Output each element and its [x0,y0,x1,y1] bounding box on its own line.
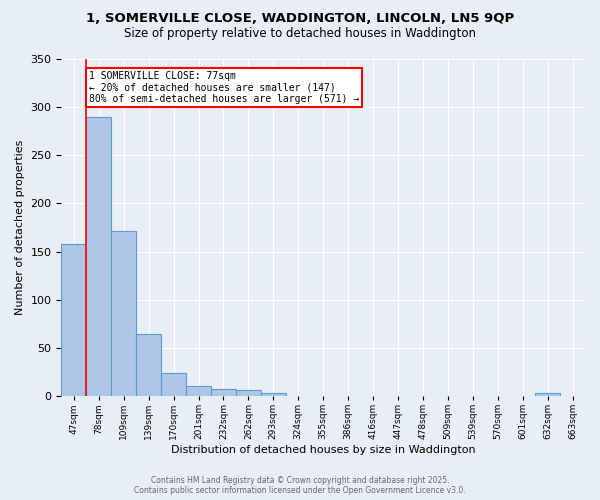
Bar [261,393,286,396]
Text: 1, SOMERVILLE CLOSE, WADDINGTON, LINCOLN, LN5 9QP: 1, SOMERVILLE CLOSE, WADDINGTON, LINCOLN… [86,12,514,26]
Text: Size of property relative to detached houses in Waddington: Size of property relative to detached ho… [124,28,476,40]
Text: 1 SOMERVILLE CLOSE: 77sqm
← 20% of detached houses are smaller (147)
80% of semi: 1 SOMERVILLE CLOSE: 77sqm ← 20% of detac… [89,70,359,104]
Bar [86,117,111,396]
Bar [236,390,261,396]
Text: Contains HM Land Registry data © Crown copyright and database right 2025.
Contai: Contains HM Land Registry data © Crown c… [134,476,466,495]
Bar [111,232,136,396]
Y-axis label: Number of detached properties: Number of detached properties [15,140,25,316]
Bar [136,334,161,396]
Bar [535,393,560,396]
X-axis label: Distribution of detached houses by size in Waddington: Distribution of detached houses by size … [171,445,476,455]
Bar [161,373,186,396]
Bar [211,390,236,396]
Bar [61,244,86,396]
Bar [186,386,211,396]
